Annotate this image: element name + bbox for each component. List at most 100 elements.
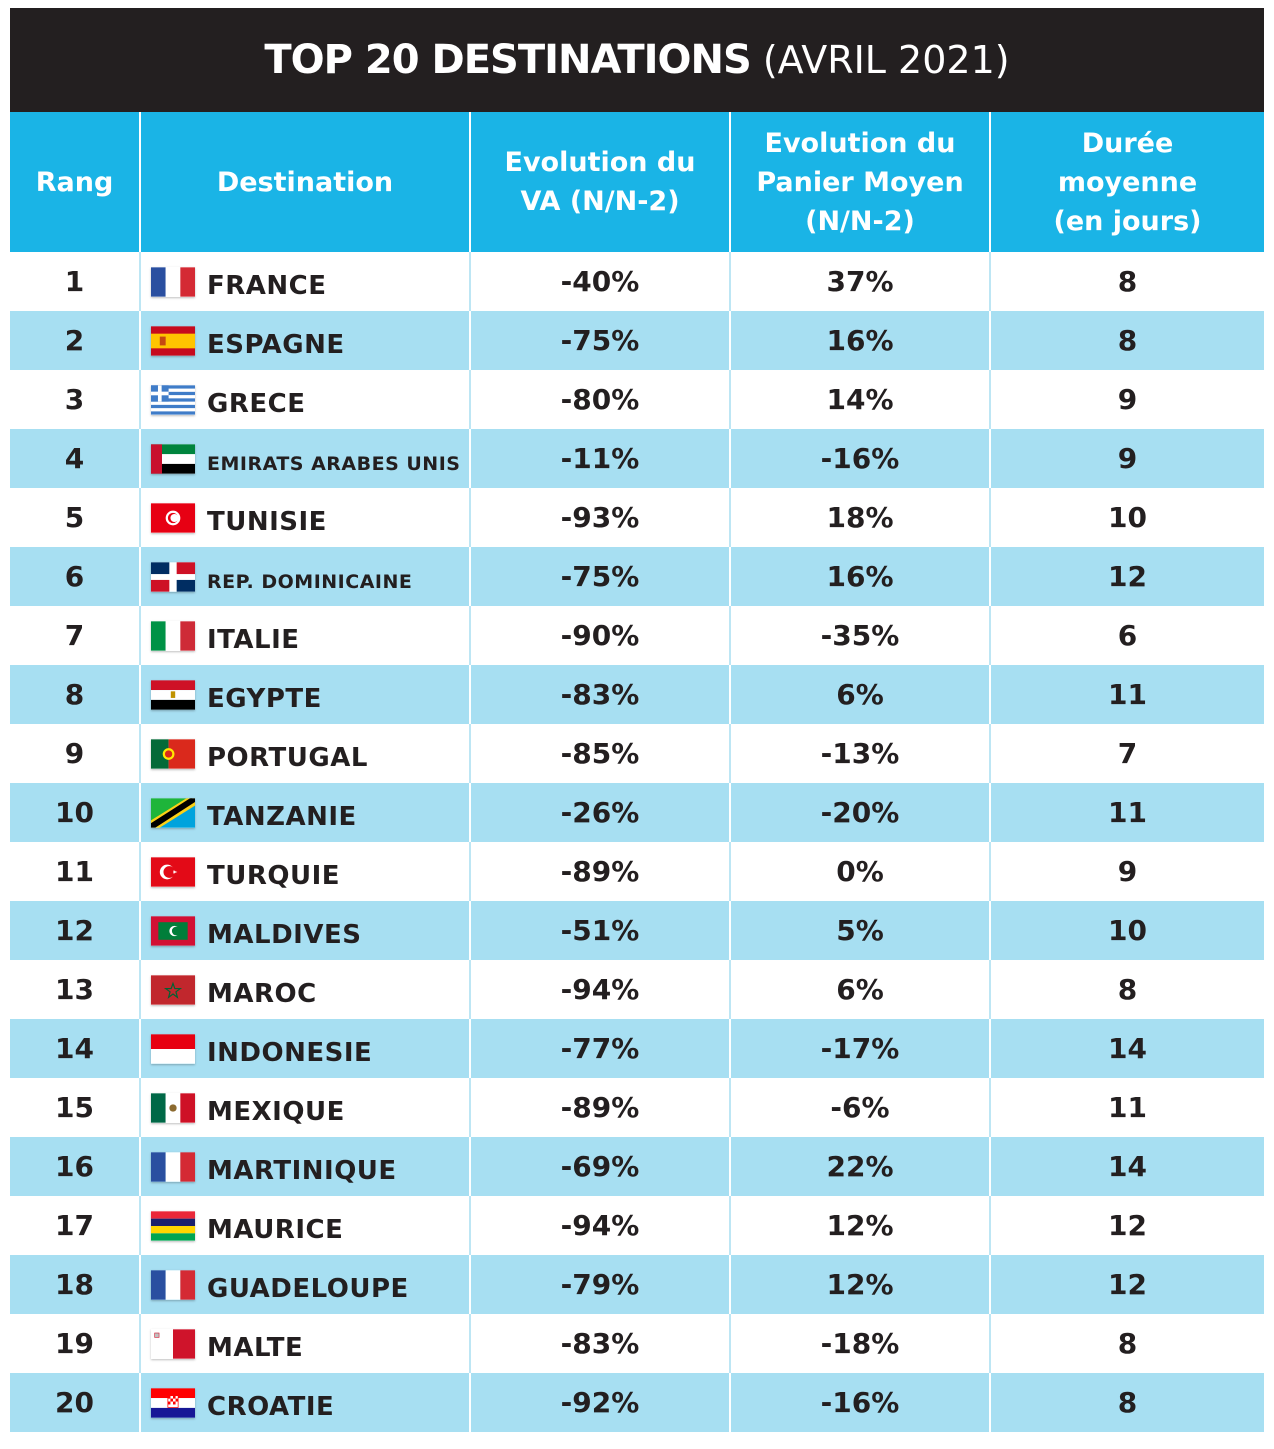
destination-name: FRANCE: [207, 270, 327, 301]
rank-cell: 7: [10, 606, 141, 665]
table-row: 9 PORTUGAL -85% -13% 7: [10, 724, 1264, 783]
panier-cell: 18%: [730, 488, 991, 547]
egypt-flag-icon: [151, 679, 195, 710]
uae-flag-icon: [151, 443, 195, 474]
rank-cell: 15: [10, 1078, 141, 1137]
va-cell: -85%: [470, 724, 731, 783]
header-panier-evolution: Evolution du Panier Moyen (N/N-2): [730, 112, 991, 252]
maldives-flag-icon: [151, 915, 195, 946]
table-subtitle: (AVRIL 2021): [762, 38, 1010, 82]
panier-cell: 16%: [730, 547, 991, 606]
destinations-table-panel: TOP 20 DESTINATIONS (AVRIL 2021) Rang De…: [10, 8, 1264, 1432]
spain-flag-icon: [151, 325, 195, 356]
duree-cell: 12: [990, 547, 1264, 606]
destination-name: MALDIVES: [207, 919, 362, 950]
header-destination: Destination: [140, 112, 471, 252]
indonesia-flag-icon: [151, 1033, 195, 1064]
dominican-republic-flag-icon: [151, 561, 195, 592]
duree-cell: 10: [990, 901, 1264, 960]
destination-cell: INDONESIE: [140, 1019, 471, 1078]
header-duree: Durée moyenne (en jours): [990, 112, 1264, 252]
greece-flag-icon: [151, 384, 195, 415]
france-flag-icon: [151, 1269, 195, 1300]
destination-name: EMIRATS ARABES UNIS: [207, 452, 461, 475]
destination-name: MAROC: [207, 978, 317, 1009]
destination-name: TANZANIE: [207, 801, 357, 832]
destination-name: MEXIQUE: [207, 1096, 345, 1127]
tunisia-flag-icon: [151, 502, 195, 533]
destination-name: MAURICE: [207, 1214, 344, 1245]
table-row: 15 MEXIQUE -89% -6% 11: [10, 1078, 1264, 1137]
va-cell: -11%: [470, 429, 731, 488]
rank-cell: 1: [10, 252, 141, 311]
rank-cell: 12: [10, 901, 141, 960]
table-row: 6 REP. DOMINICAINE -75% 16% 12: [10, 547, 1264, 606]
duree-cell: 11: [990, 783, 1264, 842]
destination-cell: MAROC: [140, 960, 471, 1019]
title-bar: TOP 20 DESTINATIONS (AVRIL 2021): [10, 8, 1264, 112]
destination-name: CROATIE: [207, 1391, 335, 1422]
table-row: 12 MALDIVES -51% 5% 10: [10, 901, 1264, 960]
va-cell: -79%: [470, 1255, 731, 1314]
duree-cell: 9: [990, 842, 1264, 901]
table-row: 17 MAURICE -94% 12% 12: [10, 1196, 1264, 1255]
destination-name: TURQUIE: [207, 860, 341, 891]
destination-cell: REP. DOMINICAINE: [140, 547, 471, 606]
destination-name: MALTE: [207, 1332, 304, 1363]
table-row: 18 GUADELOUPE -79% 12% 12: [10, 1255, 1264, 1314]
table-row: 1 FRANCE -40% 37% 8: [10, 252, 1264, 311]
table-row: 20 CROATIE -92% -16% 8: [10, 1373, 1264, 1432]
va-cell: -89%: [470, 1078, 731, 1137]
rank-cell: 19: [10, 1314, 141, 1373]
rank-cell: 20: [10, 1373, 141, 1432]
table-row: 2 ESPAGNE -75% 16% 8: [10, 311, 1264, 370]
duree-cell: 11: [990, 1078, 1264, 1137]
destination-cell: ITALIE: [140, 606, 471, 665]
duree-cell: 8: [990, 960, 1264, 1019]
panier-cell: 37%: [730, 252, 991, 311]
panier-cell: 12%: [730, 1255, 991, 1314]
italy-flag-icon: [151, 620, 195, 651]
va-cell: -75%: [470, 311, 731, 370]
malta-flag-icon: [151, 1328, 195, 1359]
panier-cell: 6%: [730, 960, 991, 1019]
va-cell: -77%: [470, 1019, 731, 1078]
table-row: 7 ITALIE -90% -35% 6: [10, 606, 1264, 665]
va-cell: -26%: [470, 783, 731, 842]
rank-cell: 8: [10, 665, 141, 724]
panier-cell: -35%: [730, 606, 991, 665]
table-row: 11 TURQUIE -89% 0% 9: [10, 842, 1264, 901]
destination-name: MARTINIQUE: [207, 1155, 397, 1186]
destination-name: REP. DOMINICAINE: [207, 570, 413, 593]
france-flag-icon: [151, 266, 195, 297]
morocco-flag-icon: [151, 974, 195, 1005]
rank-cell: 6: [10, 547, 141, 606]
table-row: 19 MALTE -83% -18% 8: [10, 1314, 1264, 1373]
destination-cell: CROATIE: [140, 1373, 471, 1432]
duree-cell: 14: [990, 1137, 1264, 1196]
panier-cell: 6%: [730, 665, 991, 724]
va-cell: -94%: [470, 1196, 731, 1255]
rank-cell: 13: [10, 960, 141, 1019]
rank-cell: 18: [10, 1255, 141, 1314]
destination-cell: EMIRATS ARABES UNIS: [140, 429, 471, 488]
duree-cell: 6: [990, 606, 1264, 665]
duree-cell: 9: [990, 429, 1264, 488]
rank-cell: 2: [10, 311, 141, 370]
va-cell: -40%: [470, 252, 731, 311]
rank-cell: 5: [10, 488, 141, 547]
panier-cell: -13%: [730, 724, 991, 783]
destination-name: INDONESIE: [207, 1037, 373, 1068]
destination-cell: MAURICE: [140, 1196, 471, 1255]
rank-cell: 10: [10, 783, 141, 842]
va-cell: -69%: [470, 1137, 731, 1196]
duree-cell: 11: [990, 665, 1264, 724]
table-row: 10 TANZANIE -26% -20% 11: [10, 783, 1264, 842]
table-row: 13 MAROC -94% 6% 8: [10, 960, 1264, 1019]
destination-cell: TANZANIE: [140, 783, 471, 842]
destination-name: ESPAGNE: [207, 329, 345, 360]
destination-cell: TUNISIE: [140, 488, 471, 547]
destination-name: TUNISIE: [207, 506, 327, 537]
destination-cell: GUADELOUPE: [140, 1255, 471, 1314]
rank-cell: 4: [10, 429, 141, 488]
